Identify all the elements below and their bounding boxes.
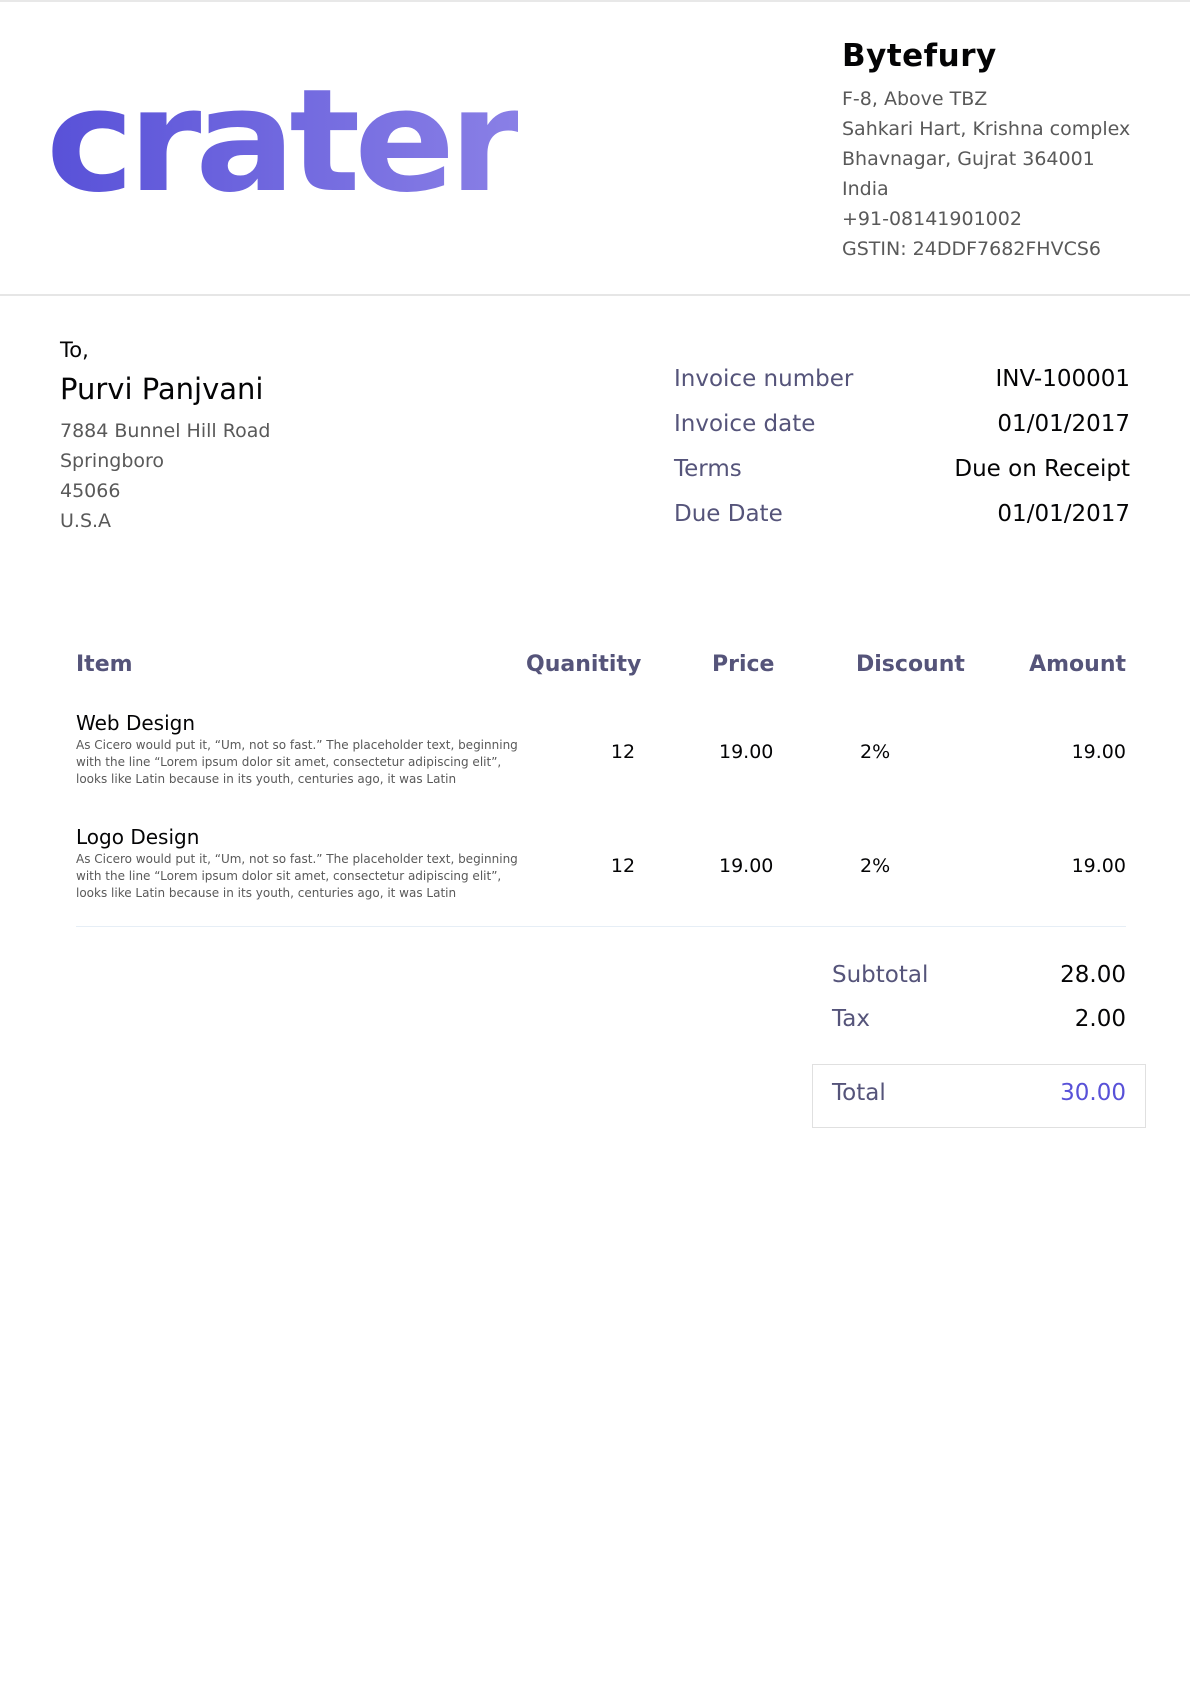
item-amount: 19.00: [1071, 855, 1126, 877]
item-quantity: 12: [610, 855, 636, 877]
top-border: [0, 0, 1190, 2]
company-address-line: Bhavnagar, Gujrat 364001: [842, 148, 1095, 170]
header-amount: Amount: [1029, 652, 1126, 677]
company-phone: +91-08141901002: [842, 208, 1022, 230]
customer-address-line: U.S.A: [60, 510, 112, 532]
total-label: Total: [832, 1080, 886, 1106]
item-title: Web Design: [76, 711, 196, 735]
item-amount: 19.00: [1071, 741, 1126, 763]
meta-label: Due Date: [674, 500, 783, 527]
total-value: 30.00: [1060, 1080, 1126, 1106]
due-date-row: Due Date 01/01/2017: [674, 491, 1130, 536]
terms: Due on Receipt: [954, 455, 1130, 482]
meta-label: Invoice date: [674, 410, 816, 437]
company-address-line: Sahkari Hart, Krishna complex: [842, 118, 1131, 140]
meta-label: Terms: [674, 455, 742, 482]
company-name: Bytefury: [842, 38, 997, 74]
customer-address-line: Springboro: [60, 450, 165, 472]
terms-row: Terms Due on Receipt: [674, 446, 1130, 491]
invoice-meta: Invoice number INV-100001 Invoice date 01/…: [674, 356, 1130, 536]
tax-label: Tax: [832, 1006, 870, 1032]
due-date: 01/01/2017: [997, 500, 1130, 527]
svg-text:crater: crater: [48, 82, 518, 197]
company-gstin: GSTIN: 24DDF7682FHVCS6: [842, 238, 1101, 260]
header-item: Item: [76, 652, 133, 677]
header-divider: [0, 294, 1190, 296]
company-info: Bytefury F-8, Above TBZ Sahkari Hart, Kr…: [842, 38, 1130, 264]
header-discount: Discount: [856, 652, 965, 677]
tax-value: 2.00: [1074, 1006, 1126, 1032]
table-row: Web Design As Cicero would put it, “Um, …: [76, 711, 536, 788]
to-label: To,: [60, 338, 89, 362]
item-discount: 2%: [860, 741, 891, 763]
customer-address-line: 7884 Bunnel Hill Road: [60, 420, 271, 442]
invoice-number: INV-100001: [995, 365, 1130, 392]
item-price: 19.00: [719, 855, 774, 877]
company-address-line: F-8, Above TBZ: [842, 88, 988, 110]
item-description: As Cicero would put it, “Um, not so fast…: [76, 852, 518, 900]
item-description: As Cicero would put it, “Um, not so fast…: [76, 738, 518, 786]
header-price: Price: [712, 652, 775, 677]
crater-logo: crater: [46, 59, 528, 224]
customer-address: 7884 Bunnel Hill Road Springboro 45066 U…: [60, 416, 270, 536]
meta-label: Invoice number: [674, 365, 854, 392]
item-quantity: 12: [610, 741, 636, 763]
invoice-number-row: Invoice number INV-100001: [674, 356, 1130, 401]
table-divider: [76, 926, 1126, 927]
table-row: Logo Design As Cicero would put it, “Um,…: [76, 825, 536, 902]
invoice-date: 01/01/2017: [997, 410, 1130, 437]
total-box: [812, 1064, 1146, 1128]
subtotal-label: Subtotal: [832, 962, 929, 988]
customer-name: Purvi Panjvani: [60, 372, 264, 406]
company-address-line: India: [842, 178, 889, 200]
invoice-date-row: Invoice date 01/01/2017: [674, 401, 1130, 446]
item-price: 19.00: [719, 741, 774, 763]
item-discount: 2%: [860, 855, 891, 877]
customer-address-line: 45066: [60, 480, 121, 502]
subtotal-value: 28.00: [1060, 962, 1126, 988]
header-quantity: Quanitity: [526, 652, 642, 677]
item-title: Logo Design: [76, 825, 200, 849]
